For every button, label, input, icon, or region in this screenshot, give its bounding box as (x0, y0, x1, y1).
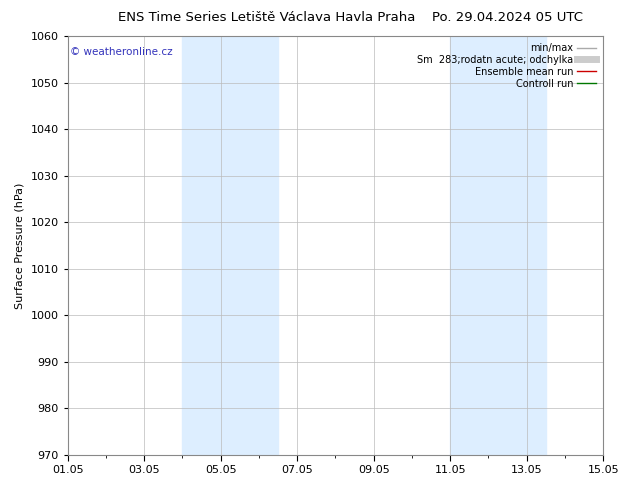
Bar (183, 36, 278, 455)
Legend: min/max, Sm  283;rodatn acute; odchylka, Ensemble mean run, Controll run: min/max, Sm 283;rodatn acute; odchylka, … (415, 41, 598, 91)
Text: ENS Time Series Letiště Václava Havla Praha: ENS Time Series Letiště Václava Havla Pr… (117, 11, 415, 24)
Text: Po. 29.04.2024 05 UTC: Po. 29.04.2024 05 UTC (432, 11, 583, 24)
Text: © weatheronline.cz: © weatheronline.cz (70, 47, 173, 57)
Bar (450, 36, 546, 455)
Y-axis label: Surface Pressure (hPa): Surface Pressure (hPa) (15, 182, 25, 309)
